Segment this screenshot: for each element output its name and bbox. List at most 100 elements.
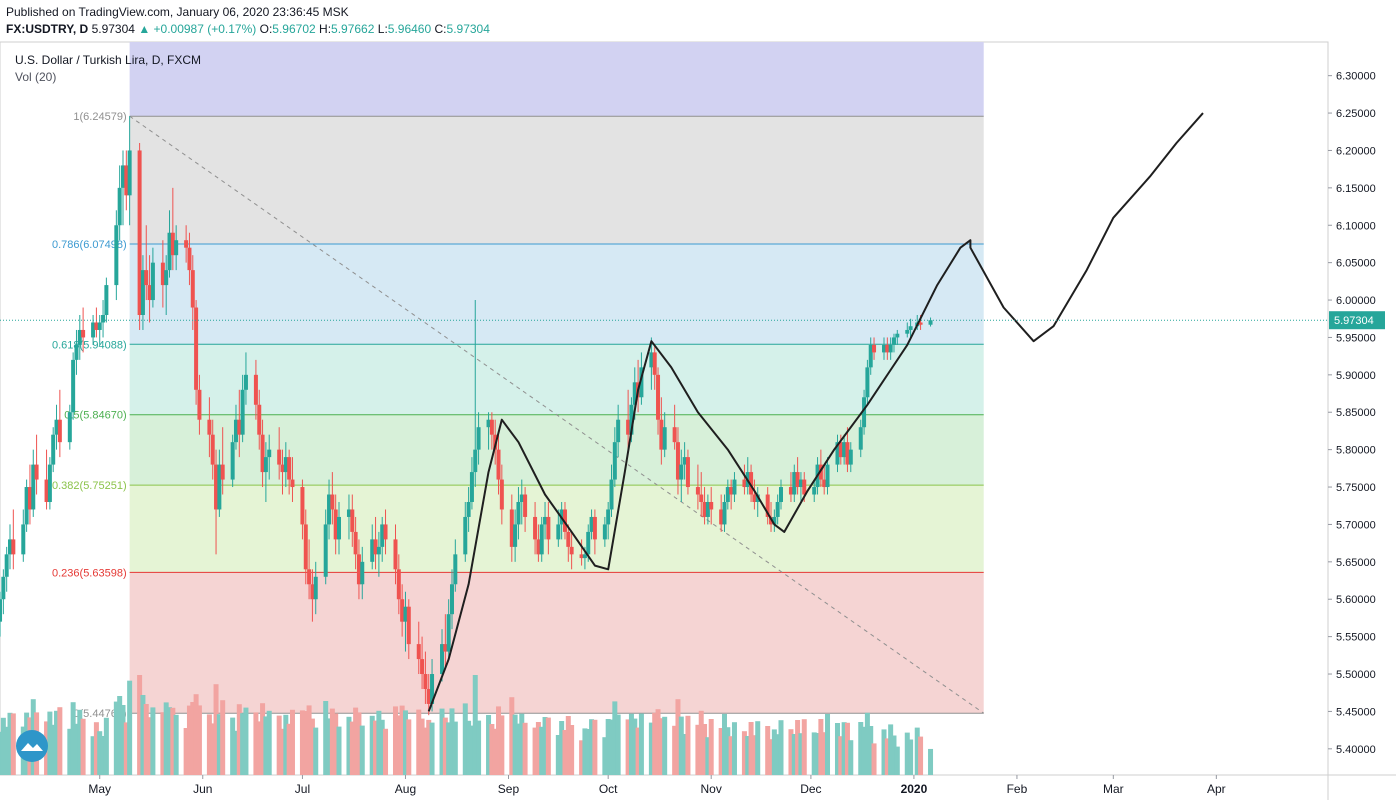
candle-body: [287, 457, 292, 480]
candle-body: [672, 427, 677, 443]
candle-body: [150, 262, 155, 301]
candle-body: [682, 457, 687, 465]
volume-bar: [276, 715, 282, 775]
candle-body: [94, 322, 99, 330]
candle-body: [101, 315, 106, 323]
candle-body: [489, 419, 494, 435]
candle-body: [725, 487, 730, 502]
candle-body: [539, 524, 544, 555]
candle-body: [609, 479, 614, 510]
x-tick-label: Feb: [1007, 782, 1028, 796]
volume-bar: [299, 710, 305, 775]
candle-body: [350, 509, 355, 532]
volume-bar: [685, 715, 691, 775]
volume-bar: [306, 705, 312, 775]
candle-body: [519, 494, 524, 502]
volume-bar: [888, 724, 894, 775]
volume-bar: [103, 717, 109, 775]
volume-bar: [333, 713, 339, 775]
high-label: H:: [319, 22, 332, 36]
volume-bar: [615, 714, 621, 775]
candle-body: [566, 531, 571, 547]
volume-bar: [632, 718, 638, 775]
candle-body: [57, 419, 62, 443]
candle-body: [466, 501, 471, 517]
volume-bar: [396, 715, 402, 775]
candle-body: [44, 479, 49, 502]
candle-body: [679, 464, 684, 480]
y-tick-label: 6.15000: [1336, 183, 1376, 195]
volume-bar: [695, 724, 701, 775]
candle-body: [895, 333, 900, 338]
volume-bar: [579, 740, 585, 775]
candle-body: [602, 524, 607, 540]
candle-body: [905, 329, 910, 334]
candle-body: [0, 599, 3, 622]
candle-body: [420, 659, 425, 675]
volume-bar: [376, 710, 382, 775]
candle-body: [290, 479, 295, 488]
candle-body: [765, 494, 770, 517]
volume-bar: [77, 709, 83, 775]
y-tick-label: 6.00000: [1336, 295, 1376, 307]
candle-body: [97, 322, 102, 330]
volume-bar: [289, 709, 295, 775]
candle-body: [194, 307, 199, 390]
candle-body: [649, 352, 654, 368]
candle-body: [652, 352, 657, 375]
volume-bar: [70, 702, 76, 775]
candle-body: [589, 516, 594, 532]
candle-body: [742, 479, 747, 488]
fib-level-label: 0.786(6.07498): [52, 239, 127, 251]
volume-bar: [73, 723, 79, 775]
tradingview-logo-icon[interactable]: [16, 730, 48, 762]
candle-body: [569, 546, 574, 555]
candle-body: [396, 569, 401, 600]
volume-bar: [682, 734, 688, 775]
volume-bar: [848, 740, 854, 775]
volume-bar: [838, 736, 844, 775]
volume-bar: [346, 716, 352, 775]
volume-bar: [918, 736, 924, 775]
candle-body: [114, 225, 119, 286]
candle-body: [473, 449, 478, 473]
candle-body: [632, 382, 637, 405]
volume-bar: [213, 684, 219, 775]
candle-body: [263, 457, 268, 473]
volume-bar: [150, 707, 156, 775]
candle-body: [749, 472, 754, 495]
candle-body: [752, 494, 757, 502]
volume-bar: [745, 736, 751, 775]
candle-body: [267, 449, 272, 458]
volume-bar: [609, 719, 615, 775]
volume-bar: [702, 724, 708, 775]
volume-bar: [117, 696, 123, 775]
volume-bar: [486, 715, 492, 775]
x-tick-label: Jul: [295, 782, 310, 796]
volume-bar: [442, 717, 448, 775]
volume-bar: [741, 731, 747, 775]
price-change: ▲ +0.00987 (+0.17%): [138, 22, 257, 36]
volume-bar: [392, 706, 398, 775]
candle-body: [337, 516, 341, 540]
candle-body: [190, 270, 195, 308]
candle-body: [220, 464, 225, 480]
y-tick-label: 6.10000: [1336, 220, 1376, 232]
volume-bar: [811, 732, 817, 775]
volume-bar: [559, 721, 565, 775]
candle-body: [383, 524, 388, 540]
volume-bar: [426, 719, 432, 775]
volume-bar: [7, 712, 13, 775]
volume-bar: [446, 722, 452, 775]
candle-body: [543, 516, 548, 525]
volume-bar: [881, 729, 887, 775]
volume-bar: [795, 720, 801, 775]
candle-body: [184, 240, 189, 248]
candle-body: [659, 419, 664, 450]
candle-body: [699, 494, 704, 502]
candle-body: [798, 479, 803, 488]
volume-bar: [844, 722, 850, 775]
y-tick-label: 6.30000: [1336, 71, 1376, 83]
last-price-tag-label: 5.97304: [1334, 315, 1374, 327]
